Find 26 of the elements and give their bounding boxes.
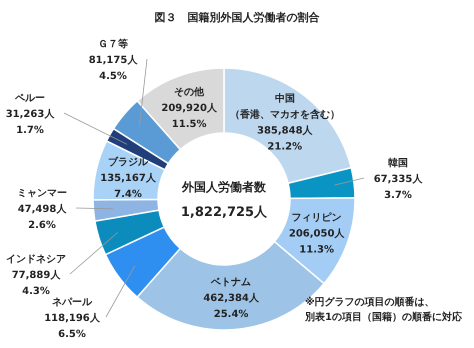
data-label: 385,848人 21.2% <box>257 124 314 152</box>
data-label: 118,196人 6.5% <box>44 312 101 340</box>
slice-label: ネパール <box>52 297 93 308</box>
slice-label: その他 <box>174 86 206 98</box>
slice-label: 韓国 <box>388 157 408 169</box>
data-label: 81,175人 4.5% <box>88 54 138 82</box>
data-label: 462,384人 25.4% <box>203 292 260 320</box>
data-label: 31,263人 1.7% <box>6 108 56 136</box>
data-label: 47,498人 2.6% <box>18 203 68 231</box>
data-label: 209,920人 11.5% <box>161 102 218 130</box>
slice-label: ベトナム <box>210 277 252 288</box>
chart-title: 図３ 国籍別外国人労働者の割合 <box>154 11 320 24</box>
slice-label: 中国（香港、マカオを含む） <box>230 92 340 120</box>
slice-label: ミャンマー <box>17 188 67 199</box>
slice-label: ブラジル <box>108 156 150 168</box>
slice-label: フィリピン <box>292 211 342 224</box>
slice-label: ペルー <box>14 93 45 104</box>
data-label: 67,335人 3.7% <box>374 173 424 201</box>
text: ※円グラフの項目の順番は、別表1の項目（国籍）の順番に対応 <box>304 296 463 323</box>
slice-label: Ｇ７等 <box>98 38 128 50</box>
data-label: 77,889人 4.3% <box>12 269 62 297</box>
slice-label: インドネシア <box>6 254 66 265</box>
data-label: 206,050人 11.3% <box>288 227 346 256</box>
text: 1,822,725人 <box>180 205 268 220</box>
text: 外国人労働者数 <box>181 180 267 194</box>
data-label: 135,167人 7.4% <box>100 172 157 200</box>
